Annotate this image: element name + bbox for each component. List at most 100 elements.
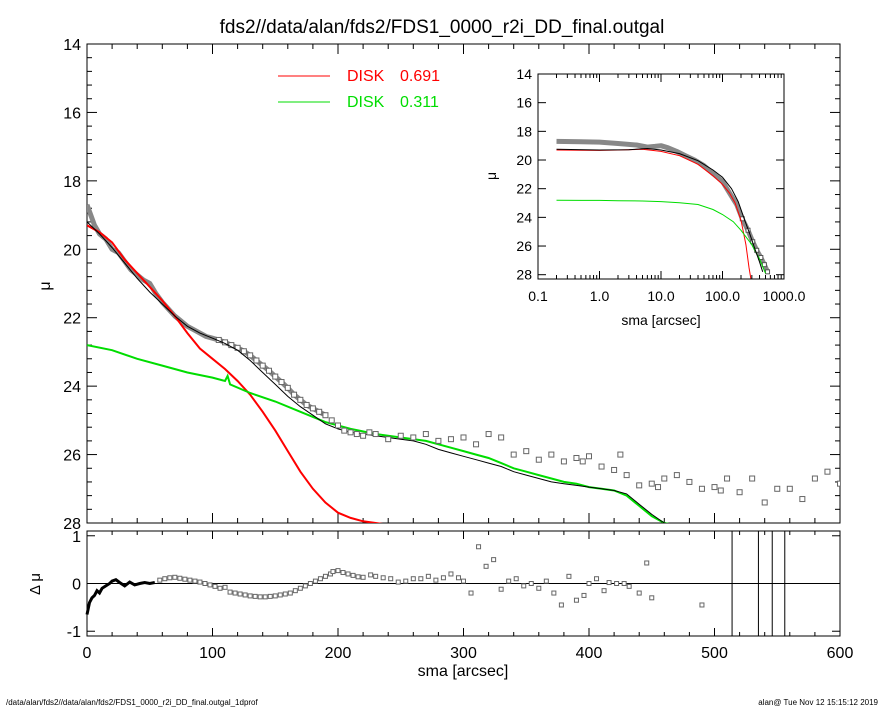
residual-x-tick-label-1: 100 (199, 645, 226, 662)
main-y-ticks: 14 16 18 20 22 24 26 28 (63, 37, 840, 533)
residual-point (307, 581, 313, 586)
residual-point (476, 544, 482, 550)
data-point-outer (447, 436, 454, 443)
data-point (253, 357, 260, 364)
series-disk1 (87, 224, 384, 523)
residual-x-tick-label-5: 500 (701, 645, 728, 662)
residual-point (410, 576, 416, 582)
residual-point (573, 597, 579, 603)
data-point-outer (850, 486, 855, 491)
data-point-outer (661, 475, 668, 482)
residual-point (621, 581, 627, 586)
residual-point (232, 590, 238, 596)
residual-point (455, 575, 461, 581)
residual-point (395, 579, 401, 585)
inset-data-point (765, 269, 771, 275)
data-point-outer (598, 463, 605, 470)
main-y-tick-label-2: 18 (63, 174, 81, 191)
residual-y-tick-label-2: -1 (67, 624, 81, 641)
data-point (265, 367, 272, 374)
data-point-outer (341, 427, 348, 434)
main-y-tick-label-4: 22 (63, 311, 81, 328)
residual-x-tick-label-0: 0 (83, 645, 92, 662)
data-point-outer (435, 437, 442, 444)
residual-point (513, 576, 519, 582)
residual-point (566, 573, 572, 579)
data-point-outer (485, 431, 492, 438)
residual-point (317, 576, 323, 582)
inset-series-disk2 (556, 199, 766, 274)
residual-point (491, 557, 497, 563)
data-point-outer (617, 451, 624, 458)
residual-point (330, 569, 336, 575)
data-point (278, 379, 285, 386)
footer-path: /data/alan/fds2//data/alan/fds2/FDS1_000… (6, 698, 259, 707)
data-point-outer (473, 441, 480, 448)
residual-point (528, 581, 534, 586)
main-y-tick-label-7: 28 (63, 516, 81, 533)
legend-value-disk2: 0.311 (400, 94, 439, 111)
data-point-outer (498, 434, 505, 441)
residual-point (167, 575, 173, 581)
main-legend: DISK 0.691 DISK 0.311 (278, 68, 440, 111)
data-point-outer (410, 434, 417, 441)
data-point-outer (736, 489, 743, 496)
residual-point (277, 592, 283, 598)
residual-point (699, 602, 705, 608)
residual-point (227, 589, 233, 595)
data-point-outer (717, 487, 724, 494)
series-model (87, 221, 667, 523)
residual-point (521, 583, 527, 589)
residual-point (157, 577, 163, 583)
inset-x-tick-label-1: 1.0 (590, 288, 610, 304)
residual-point (197, 579, 203, 585)
data-point (309, 405, 316, 412)
inset-x-tick-label-2: 10.0 (647, 288, 674, 304)
residual-point (601, 588, 607, 594)
inset-y-tick-label-1: 16 (516, 95, 532, 111)
residual-point (267, 593, 273, 599)
inset-x-tick-label-4: 1000.0 (763, 288, 806, 304)
residual-point (292, 588, 298, 594)
data-point-outer (799, 496, 806, 503)
data-point-outer (611, 466, 618, 473)
data-point-outer (366, 429, 373, 436)
residual-point (594, 576, 600, 582)
inset-y-tick-label-3: 20 (516, 152, 532, 168)
residual-point (162, 576, 168, 582)
residual-point (242, 592, 248, 598)
data-point-outer (347, 429, 354, 436)
residual-point (368, 572, 374, 578)
data-point-outer (353, 431, 360, 438)
footer-timestamp: alan@ Tue Nov 12 15:15:12 2019 (758, 698, 878, 707)
residual-point (614, 581, 620, 586)
residual-point (536, 585, 542, 591)
data-point (240, 348, 247, 355)
residual-point (202, 581, 208, 586)
data-point-outer (523, 448, 530, 455)
data-point (284, 384, 291, 391)
residual-y-tick-label-1: 0 (72, 577, 81, 594)
residual-point (212, 583, 218, 589)
data-point (272, 373, 279, 380)
residual-point (636, 590, 642, 596)
data-point-outer (385, 436, 392, 443)
residual-x-tick-label-2: 200 (325, 645, 352, 662)
residual-point (262, 594, 268, 600)
residual-point (644, 560, 650, 566)
inset-y-tick-label-0: 14 (516, 66, 532, 82)
residual-point (222, 584, 228, 590)
residual-point (506, 578, 512, 584)
data-point-outer (786, 485, 793, 492)
data-point-outer (686, 478, 693, 485)
legend-value-disk1: 0.691 (400, 68, 440, 85)
data-point (297, 396, 304, 403)
data-point-outer (648, 480, 655, 487)
residual-point (388, 576, 394, 582)
residual-point (282, 591, 288, 597)
data-point-outer (724, 475, 731, 482)
residual-point (217, 585, 223, 591)
inset-ticks: 0.1 1.0 10.0 100.0 1000.0 14 16 18 20 22 24 26 28 (516, 66, 805, 304)
data-point-outer (335, 422, 341, 429)
